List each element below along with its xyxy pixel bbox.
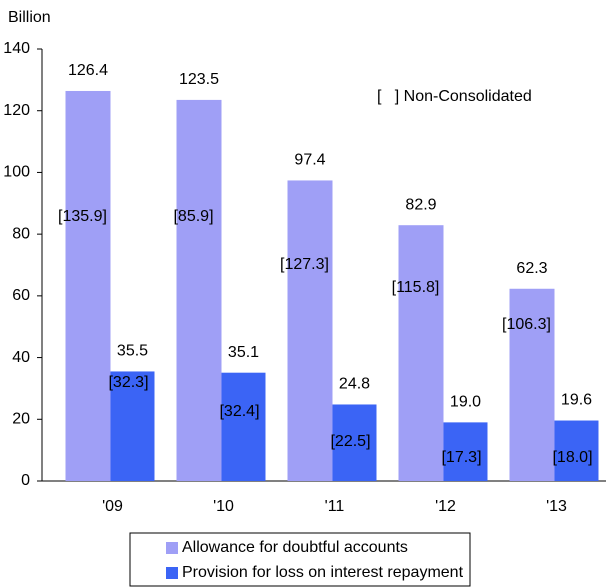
bar (332, 404, 377, 481)
value-label: 126.4 (68, 62, 108, 79)
y-tick-label: 140 (3, 40, 30, 57)
value-label: 35.1 (228, 344, 259, 361)
x-tick-label: '12 (435, 498, 456, 515)
bar (110, 371, 155, 481)
bracket-label: [32.3] (108, 374, 148, 391)
bar (443, 422, 488, 481)
bracket-label: [22.5] (330, 433, 370, 450)
value-label: 35.5 (117, 343, 148, 360)
bar (221, 372, 266, 481)
bar (287, 180, 333, 482)
value-label: 19.0 (450, 394, 481, 411)
legend-label: Allowance for doubtful accounts (182, 539, 408, 556)
legend-box (129, 532, 471, 587)
value-label: 24.8 (339, 376, 370, 393)
bar (554, 420, 599, 481)
legend-label: Provision for loss on interest repayment (182, 564, 464, 581)
bracket-label: [85.9] (173, 208, 213, 225)
bracket-label: [127.3] (280, 256, 329, 273)
bracket-label: [115.8] (392, 279, 440, 296)
y-tick-label: 60 (12, 287, 30, 304)
legend-swatch (166, 567, 178, 579)
x-tick-label: '11 (325, 498, 345, 515)
x-tick-label: '09 (102, 498, 123, 515)
y-tick-label: 80 (12, 225, 30, 242)
value-label: 97.4 (294, 152, 325, 169)
bar (398, 225, 444, 481)
bar (65, 90, 111, 482)
bar (176, 99, 222, 482)
bar (509, 288, 555, 481)
x-tick-label: '13 (546, 498, 567, 515)
value-label: 62.3 (516, 260, 547, 277)
y-tick-label: 100 (3, 164, 30, 181)
bracket-label: [18.0] (552, 449, 592, 466)
y-tick-label: 0 (21, 472, 30, 489)
value-label: 19.6 (561, 392, 592, 409)
value-label: 123.5 (179, 71, 219, 88)
bracket-label: [17.3] (441, 449, 481, 466)
legend-swatch (166, 542, 178, 554)
bracket-label: [106.3] (502, 316, 551, 333)
annotation: [ ] Non-Consolidated (377, 88, 532, 105)
y-tick-label: 20 (12, 411, 30, 428)
value-label: 82.9 (405, 196, 436, 213)
x-tick-label: '10 (213, 498, 234, 515)
bracket-label: [32.4] (219, 403, 259, 420)
y-tick-label: 120 (3, 102, 30, 119)
y-tick-label: 40 (12, 349, 30, 366)
bracket-label: [135.9] (58, 208, 107, 225)
y-axis-label: Billion (8, 9, 51, 26)
